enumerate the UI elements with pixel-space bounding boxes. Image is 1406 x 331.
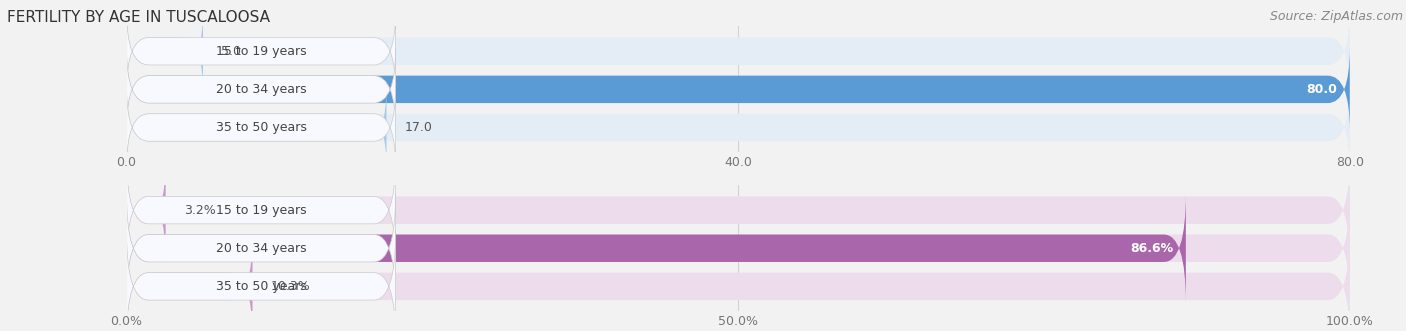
- Text: 15 to 19 years: 15 to 19 years: [215, 45, 307, 58]
- Text: 35 to 50 years: 35 to 50 years: [215, 121, 307, 134]
- FancyBboxPatch shape: [127, 155, 395, 265]
- Text: 10.3%: 10.3%: [271, 280, 311, 293]
- FancyBboxPatch shape: [127, 193, 1350, 303]
- FancyBboxPatch shape: [127, 10, 395, 92]
- FancyBboxPatch shape: [127, 86, 387, 169]
- Text: FERTILITY BY AGE IN TUSCALOOSA: FERTILITY BY AGE IN TUSCALOOSA: [7, 10, 270, 25]
- FancyBboxPatch shape: [127, 155, 166, 265]
- FancyBboxPatch shape: [127, 231, 395, 331]
- Text: Source: ZipAtlas.com: Source: ZipAtlas.com: [1270, 10, 1403, 23]
- FancyBboxPatch shape: [127, 86, 395, 169]
- Text: 35 to 50 years: 35 to 50 years: [215, 280, 307, 293]
- FancyBboxPatch shape: [127, 86, 1350, 169]
- FancyBboxPatch shape: [127, 10, 1350, 92]
- FancyBboxPatch shape: [127, 231, 253, 331]
- Text: 3.2%: 3.2%: [184, 204, 215, 216]
- FancyBboxPatch shape: [127, 48, 1350, 130]
- Text: 17.0: 17.0: [405, 121, 433, 134]
- FancyBboxPatch shape: [127, 48, 395, 130]
- FancyBboxPatch shape: [127, 10, 202, 92]
- FancyBboxPatch shape: [127, 193, 1185, 303]
- Text: 15 to 19 years: 15 to 19 years: [215, 204, 307, 216]
- Text: 20 to 34 years: 20 to 34 years: [215, 242, 307, 255]
- Text: 86.6%: 86.6%: [1130, 242, 1174, 255]
- FancyBboxPatch shape: [127, 231, 1350, 331]
- FancyBboxPatch shape: [127, 48, 1350, 130]
- Text: 20 to 34 years: 20 to 34 years: [215, 83, 307, 96]
- FancyBboxPatch shape: [127, 155, 1350, 265]
- FancyBboxPatch shape: [127, 193, 395, 303]
- Text: 80.0: 80.0: [1306, 83, 1337, 96]
- Text: 5.0: 5.0: [221, 45, 242, 58]
